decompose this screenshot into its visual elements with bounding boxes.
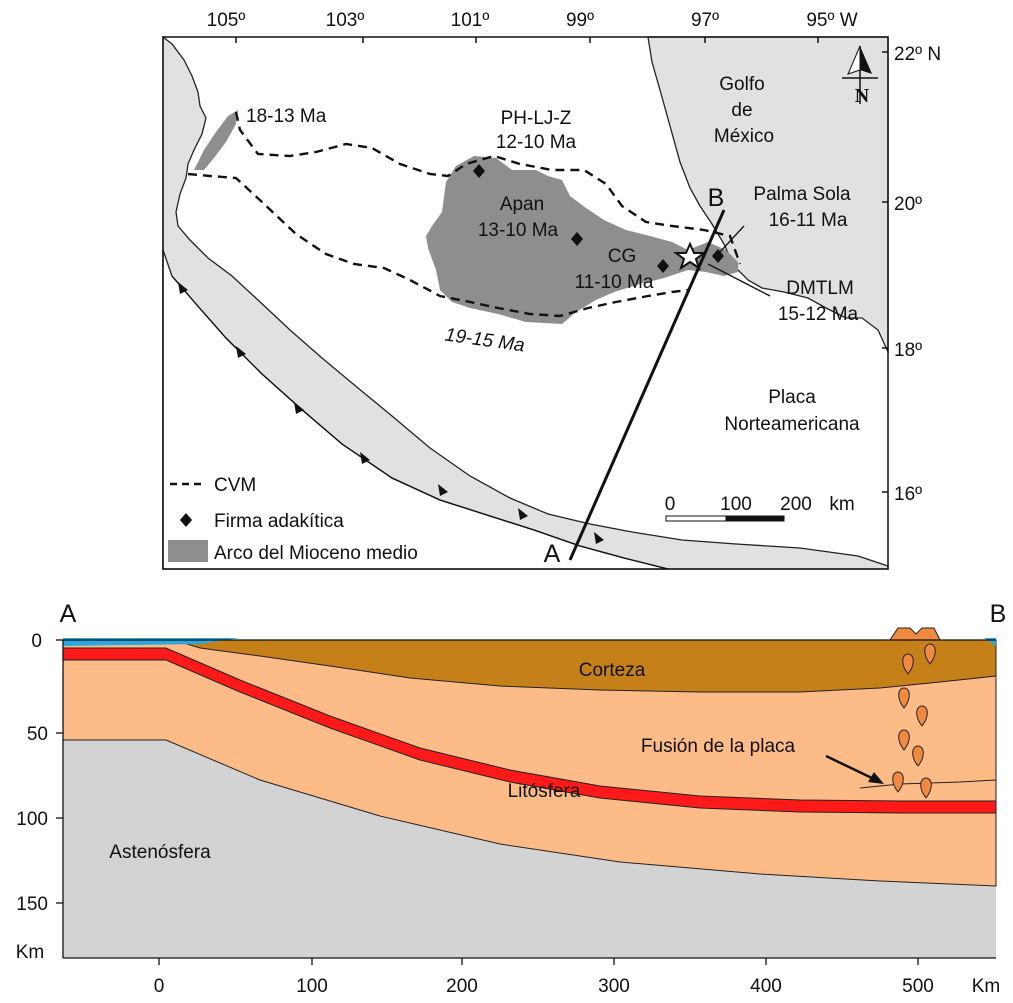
lat-ticks xyxy=(882,51,888,493)
x-tick-label: 0 xyxy=(154,976,165,997)
arc-label-phljz-age: 12-10 Ma xyxy=(496,132,577,153)
scale-bar xyxy=(665,515,785,522)
legend-label-arc: Arco del Mioceno medio xyxy=(214,543,418,564)
diamond-marker xyxy=(571,232,583,246)
gulf-label: Golfo xyxy=(719,74,764,95)
x-ticks xyxy=(158,958,919,965)
palma-sola-leader xyxy=(719,225,745,253)
melt-droplets xyxy=(892,643,936,799)
x-tick-label: 200 xyxy=(446,976,478,997)
volcano xyxy=(889,627,941,641)
y-tick-label: 100 xyxy=(16,809,48,830)
adakite-diamonds xyxy=(473,164,724,273)
y-tick-label: 150 xyxy=(16,894,48,915)
melt-droplet xyxy=(920,777,932,799)
lon-label: 101º xyxy=(451,10,490,31)
lat-label: 16º xyxy=(894,484,922,505)
melt-droplet xyxy=(898,729,910,751)
arc-label-cg: CG xyxy=(608,246,637,267)
lon-label: 105º xyxy=(207,10,246,31)
melt-droplet xyxy=(916,705,928,727)
crust-label: Corteza xyxy=(579,660,646,681)
annotation-arrow xyxy=(825,754,877,782)
crust-layer xyxy=(173,639,997,693)
north-label: N xyxy=(855,85,870,107)
melt-droplet xyxy=(924,643,936,665)
cross-section: A B Corteza Litósfera Astenósfera Fusión… xyxy=(16,600,1007,997)
gulf-label: México xyxy=(714,126,774,147)
scale-label: 200 xyxy=(780,494,812,515)
lon-ticks xyxy=(235,37,819,43)
diamond-marker xyxy=(473,164,485,178)
arc-label-apan: Apan xyxy=(500,194,544,215)
subducting-slab xyxy=(62,647,997,814)
legend-label-adakite: Firma adakítica xyxy=(214,511,344,532)
legend-gray-symbol xyxy=(168,540,208,562)
map-panel: 105º 103º 101º 99º 97º 95º W 22º N 20º 1… xyxy=(162,10,941,570)
north-arrow xyxy=(842,45,878,104)
lon-label: 97º xyxy=(691,10,719,31)
y-ticks xyxy=(56,639,63,904)
diamond-marker xyxy=(712,249,724,263)
x-tick-label: 100 xyxy=(296,976,328,997)
lon-label: 99º xyxy=(566,10,594,31)
arc-label-cg-age: 11-10 Ma xyxy=(575,272,654,293)
arc-northwest-patch xyxy=(194,110,238,170)
slab-melt-annotation: Fusión de la placa xyxy=(641,736,796,757)
legend-diamond-symbol xyxy=(180,513,192,527)
arc-label-northwest: 18-13 Ma xyxy=(246,106,327,127)
lat-label: 18º xyxy=(894,340,922,361)
arc-label-apan-age: 13-10 Ma xyxy=(478,220,559,241)
map-section-end-a: A xyxy=(544,540,561,568)
melt-droplet xyxy=(902,653,914,675)
map-section-end-b: B xyxy=(708,184,725,212)
section-end-b: B xyxy=(990,600,1007,628)
scale-label: 0 xyxy=(665,494,676,515)
lon-label: 95º W xyxy=(806,10,857,31)
melt-droplet xyxy=(898,687,910,709)
asthenosphere-label: Astenósfera xyxy=(109,842,211,863)
y-tick-label: 0 xyxy=(31,631,42,652)
melt-droplet xyxy=(912,745,924,767)
legend-label-cvm: CVM xyxy=(214,475,256,496)
lithosphere-label: Litósfera xyxy=(508,781,581,802)
gulf-of-mexico xyxy=(647,36,889,353)
arc-label-palma-sola: Palma Sola xyxy=(753,184,851,205)
plate-label: Norteamericana xyxy=(724,414,860,435)
arc-label-dmtlm-age: 15-12 Ma xyxy=(778,304,859,325)
y-tick-label: 50 xyxy=(27,724,48,745)
lat-label: 20º xyxy=(894,194,922,215)
x-unit-label: Km xyxy=(972,976,1001,997)
melt-droplet xyxy=(892,771,904,793)
cvm-outline-south xyxy=(187,172,689,318)
gulf-label: de xyxy=(731,100,752,121)
section-end-a: A xyxy=(60,600,77,628)
dmtlm-leader xyxy=(707,263,771,297)
lat-label: 22º N xyxy=(894,44,941,65)
lon-label: 103º xyxy=(326,10,365,31)
scale-label: 100 xyxy=(720,494,752,515)
map-frame xyxy=(162,36,889,570)
pacific-northwest xyxy=(162,35,889,570)
star-marker xyxy=(673,241,707,271)
arc-label-palma-sola-age: 16-11 Ma xyxy=(769,210,848,231)
diamond-marker xyxy=(657,259,669,273)
cvm-outline-north xyxy=(234,111,742,265)
trench-teeth xyxy=(178,282,604,544)
x-tick-label: 400 xyxy=(750,976,782,997)
plate-label: Placa xyxy=(768,387,816,408)
x-tick-label: 500 xyxy=(902,976,934,997)
trench-line xyxy=(171,275,669,570)
x-tick-label: 300 xyxy=(598,976,630,997)
arc-label-phljz: PH-LJ-Z xyxy=(501,108,572,129)
arc-label-dmtlm: DMTLM xyxy=(786,278,854,299)
scale-unit: km xyxy=(829,494,854,515)
annotation-arrowhead xyxy=(868,772,884,784)
y-unit-label: Km xyxy=(16,942,45,963)
